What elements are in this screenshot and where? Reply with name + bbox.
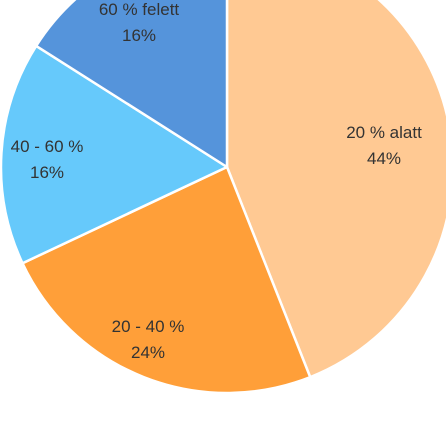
slice-value-label: 44%	[367, 149, 401, 168]
slice-label-4: 60 % felett 16%	[99, 0, 180, 45]
slice-label-2: 20 - 40 % 24%	[112, 317, 185, 362]
slice-category-label: 20 % alatt	[346, 123, 422, 142]
slice-label-1: 20 % alatt 44%	[346, 123, 422, 168]
slice-category-label: 60 % felett	[99, 0, 180, 19]
pie-data-labels: 20 % alatt 44%20 - 40 % 24%40 - 60 % 16%60 …	[11, 0, 422, 362]
pie-slice-2	[21, 165, 312, 395]
slice-category-label: 40 - 60 %	[11, 137, 84, 156]
pie-slice-4	[34, 0, 229, 169]
slice-label-3: 40 - 60 % 16%	[11, 137, 84, 182]
slice-value-label: 24%	[131, 343, 165, 362]
slice-category-label: 20 - 40 %	[112, 317, 185, 336]
pie-slices	[0, 0, 446, 395]
slice-value-label: 16%	[122, 26, 156, 45]
pie-slice-3	[0, 44, 229, 265]
pie-slice-1	[225, 0, 446, 379]
slice-value-label: 16%	[30, 163, 64, 182]
